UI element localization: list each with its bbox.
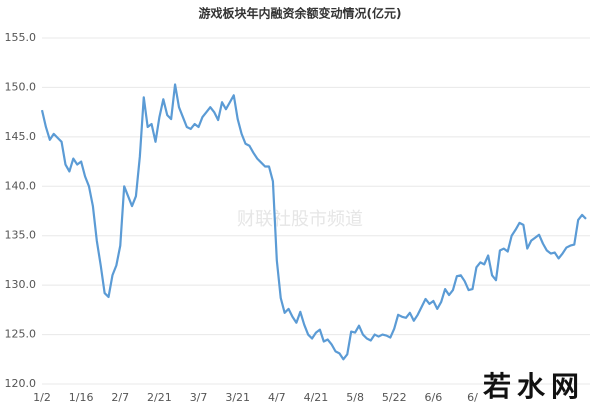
plot: 120.0 125.0 130.0 135.0 140.0 145.0 150.0 155.0… — [5, 31, 590, 404]
y-tick-label: 145.0 — [5, 130, 37, 143]
y-tick-label: 125.0 — [5, 328, 37, 341]
chart-title: 游戏板块年内融资余额变动情况(亿元) — [199, 6, 402, 21]
x-tick-label: 3/21 — [225, 391, 250, 404]
y-tick-label: 130.0 — [5, 278, 37, 291]
x-tick-label: 4/7 — [268, 391, 286, 404]
y-tick-label: 140.0 — [5, 179, 37, 192]
x-tick-label: 5/22 — [382, 391, 407, 404]
y-tick-label: 150.0 — [5, 80, 37, 93]
data-line — [40, 83, 587, 361]
x-tick-label: 1/16 — [69, 391, 94, 404]
x-tick-label: 4/21 — [304, 391, 329, 404]
x-tick-label: 6/6 — [425, 391, 443, 404]
watermark: 财联社股市频道 — [237, 209, 363, 230]
x-tick-label: 6/ — [467, 391, 478, 404]
x-tick-label: 3/7 — [190, 391, 208, 404]
x-tick-label: 2/7 — [111, 391, 129, 404]
x-tick-label: 5/8 — [346, 391, 364, 404]
y-tick-label: 120.0 — [5, 377, 37, 390]
y-tick-label: 155.0 — [5, 31, 37, 44]
x-tick-label: 2/21 — [147, 391, 172, 404]
x-tick-label: 1/2 — [33, 391, 51, 404]
logo: 若水网 — [483, 370, 585, 403]
y-tick-label: 135.0 — [5, 229, 37, 242]
